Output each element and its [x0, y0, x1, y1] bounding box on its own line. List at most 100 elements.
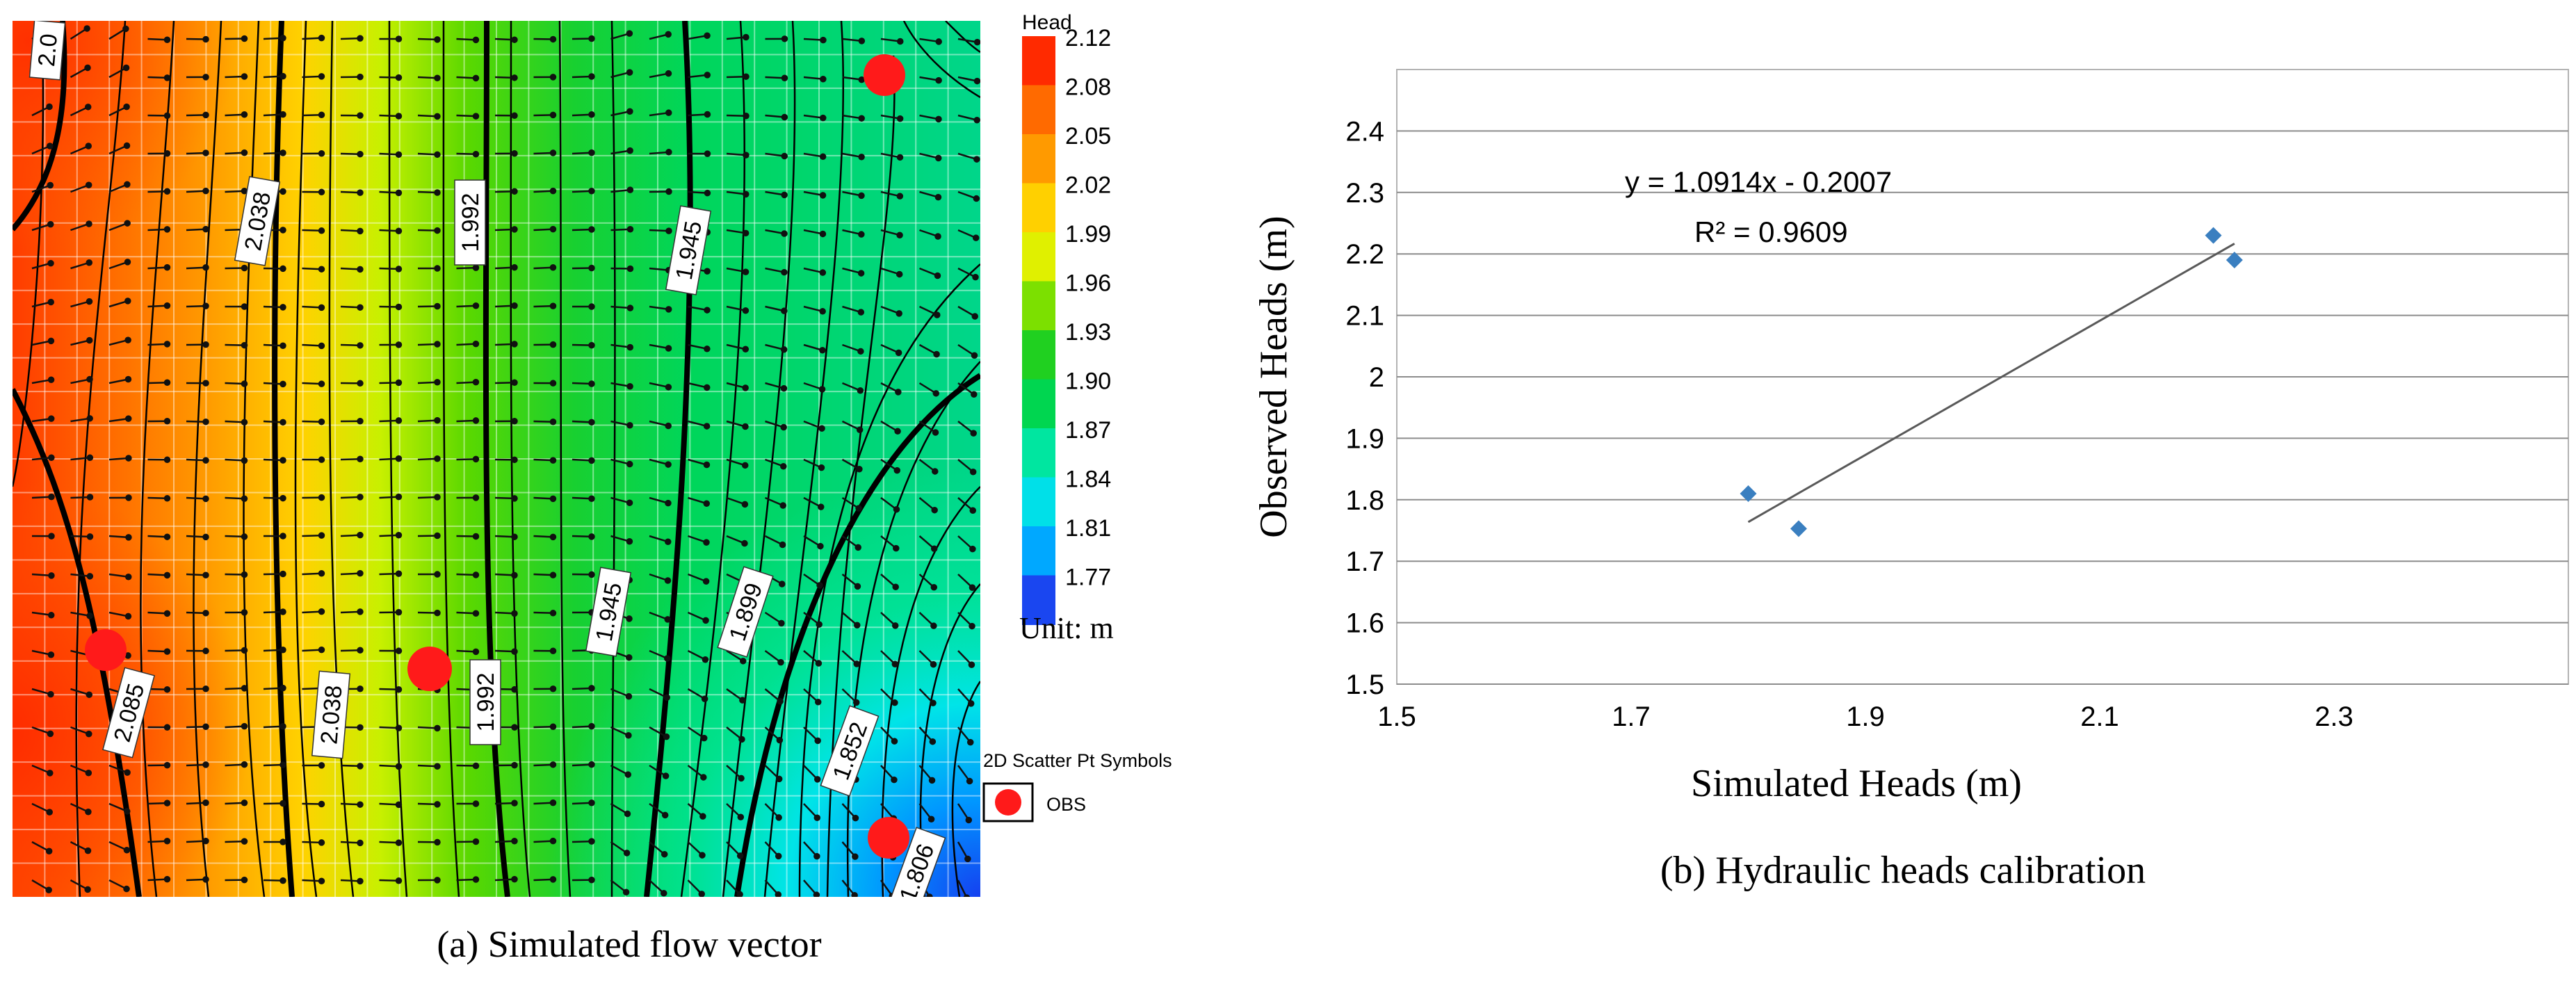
flow-vector-head	[704, 384, 711, 391]
flow-vector-head	[549, 610, 557, 617]
flow-vector-head	[434, 571, 441, 578]
flow-vector-head	[818, 386, 826, 393]
flow-vector-head	[930, 622, 937, 629]
flow-vector-head	[549, 799, 557, 806]
contour-label-box	[311, 670, 351, 759]
colorbar-label: 1.90	[1065, 368, 1111, 395]
flow-vector-head	[472, 340, 480, 348]
flow-vector-head	[780, 384, 788, 392]
flow-vector-head	[48, 533, 55, 540]
caption-a: (a) Simulated flow vector	[437, 923, 821, 965]
colorbar-swatch	[1022, 526, 1055, 576]
flow-vector-head	[857, 348, 864, 355]
flow-vector-head	[163, 761, 171, 769]
flow-vector-head	[318, 532, 325, 539]
flow-vector-head	[703, 500, 711, 507]
flow-vector-head	[280, 149, 286, 156]
flow-vector-head	[280, 457, 286, 464]
flow-vector-head	[434, 494, 441, 501]
flow-vector-head	[46, 103, 53, 111]
flow-vector-head	[280, 227, 286, 234]
flow-vector-head	[511, 838, 518, 845]
flow-vector-head	[511, 724, 518, 731]
flow-vector-head	[588, 533, 595, 540]
contour-label: 1.945	[585, 567, 632, 657]
flow-vector-head	[932, 390, 940, 397]
flow-vector-head	[280, 877, 286, 884]
flow-vector-head	[434, 877, 441, 884]
flow-vector-head	[549, 187, 557, 195]
flow-vector-head	[241, 800, 248, 806]
flow-vector-head	[964, 855, 971, 863]
flow-vector-head	[472, 417, 480, 424]
colorbar-swatch	[1022, 232, 1055, 282]
flow-vector-head	[818, 425, 825, 432]
obs-well-point	[407, 647, 452, 691]
flow-vector-head	[511, 150, 518, 157]
flow-vector-head	[778, 619, 785, 627]
contour-label-box	[717, 566, 774, 658]
flow-vector-head	[775, 814, 782, 821]
flow-vector-head	[702, 617, 709, 624]
flow-vector-head	[357, 380, 364, 387]
flow-vector-head	[318, 494, 325, 501]
flow-vector-head	[124, 808, 131, 815]
flow-vector-head	[434, 724, 441, 732]
flow-vector-head	[434, 113, 441, 120]
flow-vector-head	[48, 572, 55, 579]
flow-vector-head	[549, 647, 557, 655]
x-axis-title: Simulated Heads (m)	[1691, 762, 2022, 805]
flow-vector-head	[202, 457, 209, 464]
flow-vector-head	[395, 303, 403, 311]
flow-vector-head	[395, 763, 403, 770]
flow-vector-head	[814, 699, 822, 706]
flow-vector-head	[125, 534, 132, 541]
flow-vector-head	[813, 776, 821, 783]
flow-vector-head	[663, 694, 670, 701]
data-point	[2205, 227, 2222, 244]
flow-vector-head	[970, 430, 977, 437]
flow-vector-head	[965, 816, 973, 824]
flow-vector-head	[969, 468, 977, 476]
flow-vector-head	[935, 76, 942, 84]
flow-vector-head	[588, 457, 595, 464]
flow-vector-head	[163, 264, 171, 271]
flow-vector-head	[395, 839, 403, 846]
flow-vector-head	[665, 31, 672, 38]
flow-vector-head	[280, 35, 286, 42]
flow-vector-head	[280, 722, 286, 730]
flow-vector-head	[472, 150, 480, 158]
flow-vector-head	[357, 494, 364, 501]
flow-vector-head	[47, 770, 54, 777]
flow-vector-head	[511, 264, 518, 271]
flow-vector-head	[395, 266, 403, 273]
flow-vector-head	[357, 724, 364, 731]
colorbar-label: 1.84	[1065, 467, 1111, 493]
flow-vector-head	[549, 341, 557, 348]
flow-vector-head	[626, 265, 634, 273]
flow-vector-head	[934, 193, 942, 201]
flow-vector-head	[626, 186, 634, 193]
flow-vector-head	[743, 113, 750, 120]
colorbar-swatches	[1022, 36, 1055, 625]
flow-vector-head	[85, 181, 92, 188]
flow-vector-head	[434, 265, 441, 272]
flow-vector-head	[48, 493, 55, 501]
flow-vector-head	[935, 115, 942, 123]
flow-vector-head	[163, 724, 171, 731]
contour-label-box	[665, 205, 712, 295]
flow-vector-head	[742, 307, 750, 314]
contour-label-box	[29, 21, 66, 81]
flow-vector-head	[202, 35, 209, 43]
flow-vector-head	[472, 74, 480, 82]
flow-vector-head	[47, 220, 54, 228]
flow-vector-head	[665, 227, 672, 234]
flow-vector-head	[318, 380, 325, 387]
flow-vector-head	[357, 647, 364, 654]
flow-vector-head	[163, 417, 171, 425]
colorbar-swatch	[1022, 575, 1055, 625]
colorbar-swatch	[1022, 477, 1055, 527]
colorbar-label: 2.05	[1065, 123, 1111, 149]
flow-vector-head	[47, 612, 55, 619]
flow-vector-head	[434, 151, 441, 159]
